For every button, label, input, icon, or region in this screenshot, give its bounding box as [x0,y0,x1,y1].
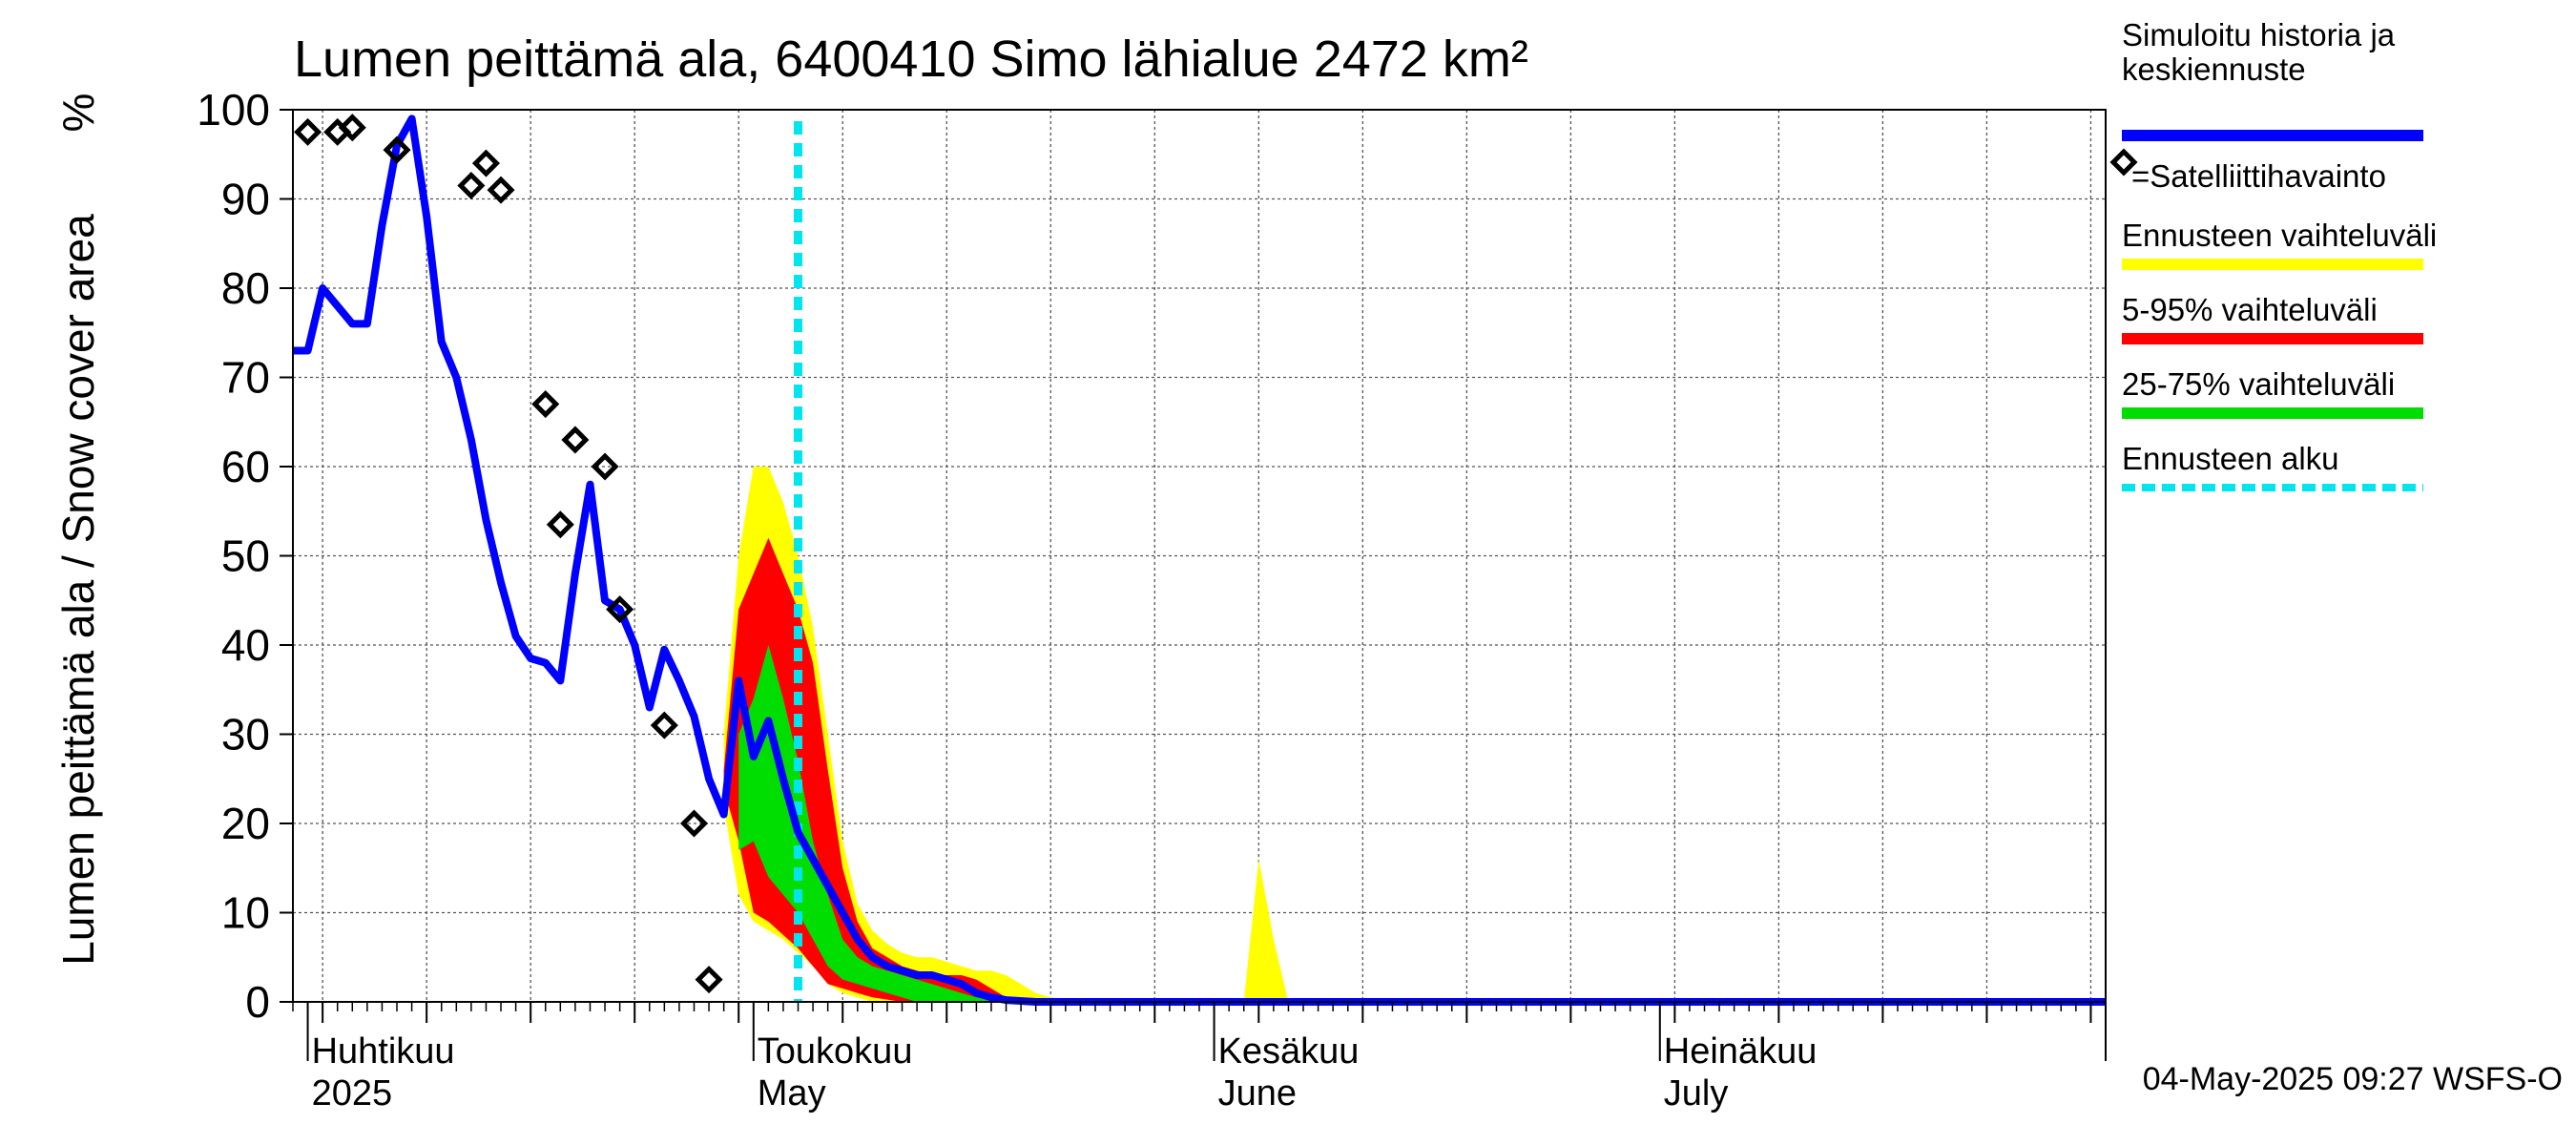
y-tick-label: 80 [221,263,270,313]
satellite-point [561,426,590,454]
y-tick-label: 100 [197,85,270,135]
y-tick-label: 90 [221,175,270,224]
y-axis-unit: % [53,94,103,133]
legend-satellite-marker [2109,148,2138,177]
legend-label: Ennusteen vaihteluväli [2122,218,2437,253]
satellite-point [487,176,515,204]
y-tick-label: 40 [221,620,270,670]
timestamp: 04-May-2025 09:27 WSFS-O [2143,1061,2563,1097]
x-month-sublabel: 2025 [312,1073,393,1114]
satellite-point [531,390,560,419]
x-month-label: Heinäkuu [1664,1031,1818,1072]
x-month-sublabel: June [1218,1073,1297,1114]
chart-title: Lumen peittämä ala, 6400410 Simo lähialu… [294,31,1528,88]
satellite-point [679,809,709,838]
simulated-line [293,114,2106,1006]
satellite-point [383,135,411,164]
series-layer [293,114,2107,1006]
x-month-sublabel: July [1664,1073,1729,1114]
legend-label: 25-75% vaihteluväli [2122,366,2395,402]
y-axis-label: Lumen peittämä ala / Snow cover area [53,214,103,966]
legend-label: Ennusteen alku [2122,441,2339,476]
satellite-point [606,595,634,624]
legend-label: Simuloitu historia ja [2122,17,2396,52]
y-tick-label: 70 [221,353,270,403]
satellite-point [338,114,366,142]
x-month-label: Huhtikuu [312,1031,455,1072]
legend-label: keskiennuste [2122,52,2306,87]
satellite-point [650,711,678,739]
y-tick-label: 50 [221,531,270,581]
grid-lines [293,109,2106,1002]
y-tick-label: 60 [221,442,270,491]
satellite-point [457,171,486,200]
x-month-label: Kesäkuu [1218,1031,1360,1072]
satellite-point [591,452,619,481]
x-month-label: Toukokuu [758,1031,913,1072]
range-5-95-band [723,537,2106,1002]
x-month-sublabel: May [758,1073,826,1114]
y-tick-label: 0 [245,977,270,1027]
satellite-point [294,117,322,146]
satellite-point [695,966,723,994]
legend-label: 5-95% vaihteluväli [2122,292,2378,327]
y-tick-label: 10 [221,888,270,938]
y-tick-label: 20 [221,799,270,848]
legend-label: =Satelliittihavainto [2131,158,2386,194]
y-tick-label: 30 [221,710,270,760]
satellite-point [546,510,574,539]
satellite-point [471,149,500,177]
